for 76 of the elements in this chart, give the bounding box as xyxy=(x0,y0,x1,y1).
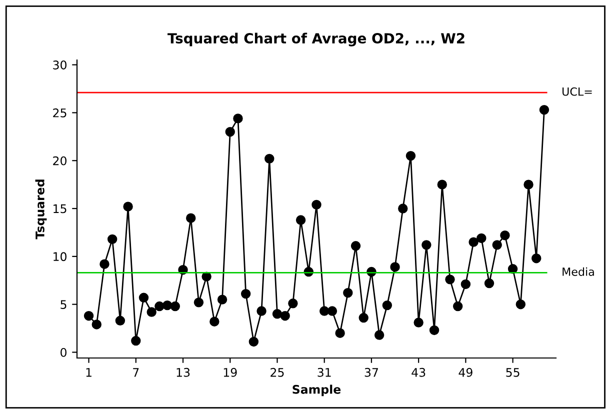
point xyxy=(170,301,180,312)
point xyxy=(492,240,502,250)
point xyxy=(264,154,274,164)
point xyxy=(460,279,471,290)
y-tick-label: 5 xyxy=(60,300,66,309)
point xyxy=(445,274,455,284)
point xyxy=(312,200,322,210)
point xyxy=(524,180,534,190)
point xyxy=(429,325,440,336)
point xyxy=(84,310,94,321)
point xyxy=(358,312,368,323)
point xyxy=(240,288,251,299)
point xyxy=(319,306,330,316)
x-tick-label: 43 xyxy=(412,368,426,377)
x-tick-label: 13 xyxy=(176,368,190,377)
x-tick-label: 19 xyxy=(224,368,237,377)
ref-line-label: UCL= xyxy=(562,87,592,96)
point xyxy=(225,127,235,137)
point xyxy=(390,262,400,272)
y-tick-label: 10 xyxy=(54,252,66,262)
point xyxy=(468,237,478,247)
point xyxy=(484,278,494,288)
point xyxy=(532,253,542,264)
point xyxy=(382,300,392,310)
x-tick-label: 55 xyxy=(506,368,520,377)
point xyxy=(343,288,353,298)
point xyxy=(233,114,243,124)
point xyxy=(217,294,228,304)
point xyxy=(123,202,133,212)
chart-title: Tsquared Chart of Avrage OD2, ..., W2 xyxy=(168,32,464,46)
x-tick-label: 49 xyxy=(458,368,472,377)
y-tick-label: 20 xyxy=(53,156,66,166)
point xyxy=(452,301,463,312)
point xyxy=(92,320,102,330)
x-tick-label: 7 xyxy=(133,368,139,377)
point xyxy=(398,204,408,214)
y-axis-title: Tsquared xyxy=(35,180,47,240)
x-tick-label: 25 xyxy=(270,368,284,377)
point xyxy=(256,306,266,316)
x-axis-title: Sample xyxy=(292,384,341,396)
point xyxy=(296,215,306,225)
point xyxy=(414,318,424,328)
point xyxy=(131,336,141,346)
x-tick-label: 1 xyxy=(86,368,92,377)
point xyxy=(327,306,338,316)
x-tick-label: 37 xyxy=(364,368,378,377)
point xyxy=(186,213,196,223)
point xyxy=(500,230,510,240)
point xyxy=(100,259,110,269)
point xyxy=(335,328,345,338)
point xyxy=(146,307,156,317)
point xyxy=(516,299,526,310)
point xyxy=(115,316,126,326)
point xyxy=(194,298,204,308)
point xyxy=(350,241,361,251)
y-tick-label: 30 xyxy=(53,60,66,70)
y-tick-label: 25 xyxy=(53,108,66,118)
point xyxy=(248,336,259,347)
point xyxy=(162,300,172,310)
x-tick-label: 31 xyxy=(318,368,331,377)
point xyxy=(539,104,550,115)
point xyxy=(154,301,164,312)
point xyxy=(406,150,416,161)
ref-line-label: Media xyxy=(562,267,594,276)
y-tick-label: 0 xyxy=(60,348,66,357)
point xyxy=(374,330,384,340)
point xyxy=(272,309,282,319)
point xyxy=(210,316,220,326)
point xyxy=(280,310,290,321)
point xyxy=(107,234,118,244)
point xyxy=(138,292,149,302)
point xyxy=(437,180,447,190)
point xyxy=(476,233,486,244)
point xyxy=(422,240,432,250)
point xyxy=(288,298,298,308)
y-tick-label: 15 xyxy=(54,204,66,214)
